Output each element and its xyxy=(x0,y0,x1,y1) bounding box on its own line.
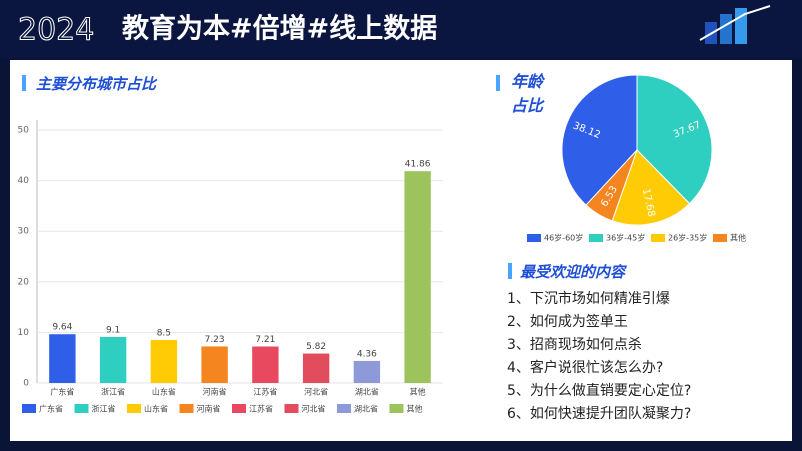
legend-label: 其他 xyxy=(730,233,746,243)
list-item: 1、下沉市场如何精准引爆 xyxy=(507,291,670,307)
legend-label: 广东省 xyxy=(39,404,63,414)
list-item: 3、招商现场如何点杀 xyxy=(507,337,642,353)
legend-swatch xyxy=(284,404,299,413)
legend-label: 其他 xyxy=(407,404,423,414)
x-tick-label: 广东省 xyxy=(50,387,74,397)
x-tick-label: 河南省 xyxy=(203,387,227,397)
legend-label: 46岁-60岁 xyxy=(544,233,583,243)
y-tick-label: 40 xyxy=(18,176,30,186)
y-tick-label: 10 xyxy=(18,328,30,338)
pie-slice xyxy=(636,74,713,205)
bar xyxy=(49,334,76,383)
bar xyxy=(252,346,279,383)
legend-swatch xyxy=(179,404,194,413)
value-label: 8.5 xyxy=(157,328,171,338)
bar xyxy=(302,353,330,383)
x-tick-label: 湖北省 xyxy=(355,387,379,397)
value-label: 9.64 xyxy=(52,323,72,333)
legend-swatch xyxy=(651,234,665,242)
value-label: 4.36 xyxy=(357,349,377,359)
y-tick-label: 20 xyxy=(18,277,30,287)
list-title: 最受欢迎的内容 xyxy=(520,263,626,281)
pie-slice xyxy=(561,74,638,206)
value-label: 9.1 xyxy=(106,325,120,335)
y-tick-label: 50 xyxy=(18,126,30,136)
legend-label: 江苏省 xyxy=(249,404,273,414)
legend-swatch xyxy=(74,404,89,413)
header-bar xyxy=(0,0,802,58)
year: 2024 xyxy=(18,13,94,48)
legend-label: 36岁-45岁 xyxy=(606,233,645,243)
legend-label: 山东省 xyxy=(144,404,168,414)
value-label: 41.86 xyxy=(405,160,431,170)
legend-label: 浙江省 xyxy=(92,404,116,414)
y-tick-label: 30 xyxy=(18,227,30,237)
legend-swatch xyxy=(22,404,36,413)
x-tick-label: 河北省 xyxy=(304,387,328,397)
legend-swatch xyxy=(389,404,404,413)
value-label: 7.21 xyxy=(255,335,275,345)
header-icon xyxy=(699,5,771,44)
list-item: 4、客户说很忙该怎么办? xyxy=(507,360,664,376)
x-tick-label: 江苏省 xyxy=(253,387,277,397)
legend-label: 河北省 xyxy=(302,404,326,414)
legend-swatch xyxy=(127,404,141,413)
value-label: 7.23 xyxy=(205,335,225,345)
title-marker xyxy=(22,75,26,91)
pie-title: 年龄占比 xyxy=(510,72,543,115)
pie-slice xyxy=(611,149,691,226)
x-tick-label: 山东省 xyxy=(152,387,176,397)
pie-slice xyxy=(585,149,638,222)
list-item: 6、如何快速提升团队凝聚力? xyxy=(507,406,692,422)
legend-swatch xyxy=(589,234,603,242)
header-title: 教育为本#倍增#线上数据 xyxy=(122,13,437,45)
bar xyxy=(353,360,381,383)
bar xyxy=(150,339,178,383)
legend-swatch xyxy=(337,404,351,413)
legend-swatch xyxy=(232,404,246,413)
legend-label: 湖北省 xyxy=(354,404,378,414)
title-marker xyxy=(496,75,500,91)
x-tick-label: 浙江省 xyxy=(101,387,125,397)
bar xyxy=(99,336,127,383)
bar xyxy=(201,346,228,383)
title-marker xyxy=(508,263,512,279)
x-tick-label: 其他 xyxy=(410,387,426,397)
legend-label: 河南省 xyxy=(197,404,221,414)
y-tick-label: 0 xyxy=(23,379,29,389)
list-item: 2、如何成为签单王 xyxy=(507,314,628,330)
bar-title: 主要分布城市占比 xyxy=(36,75,157,93)
list-item: 5、为什么做直销要定心定位? xyxy=(507,383,692,399)
bar xyxy=(404,171,431,383)
legend-swatch xyxy=(527,234,541,242)
value-label: 5.82 xyxy=(306,342,326,352)
legend-swatch xyxy=(713,234,727,242)
legend-label: 26岁-35岁 xyxy=(668,233,707,243)
